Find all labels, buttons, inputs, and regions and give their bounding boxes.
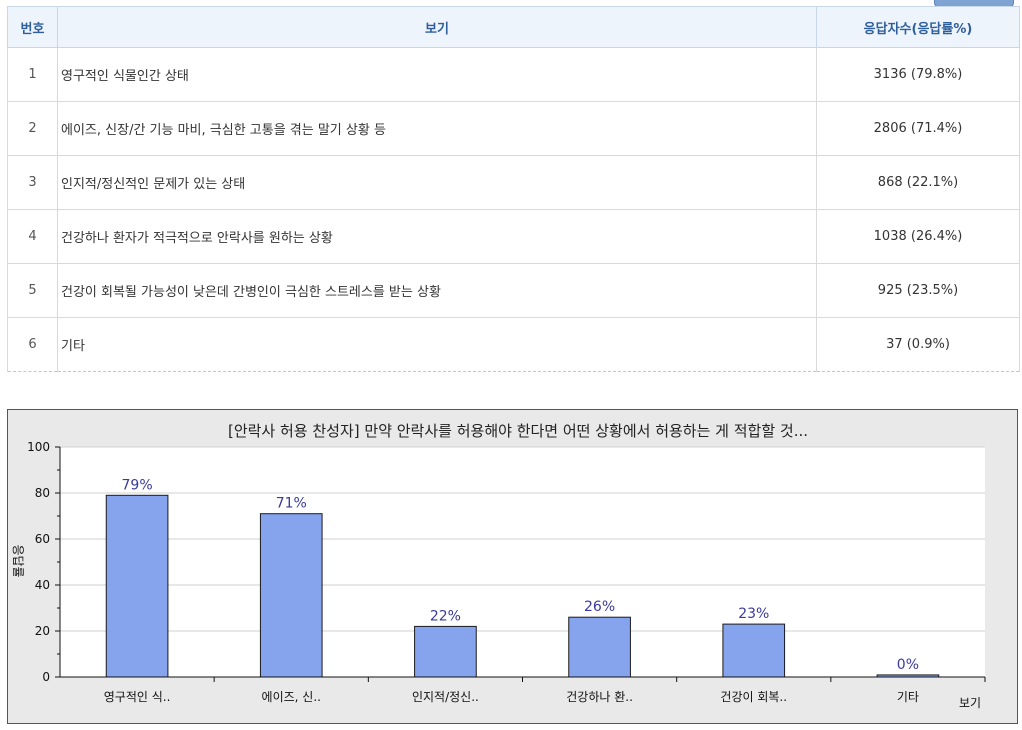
- row-num: 6: [7, 317, 58, 372]
- x-category-label: 건강이 회복..: [720, 690, 787, 704]
- plot-area: [60, 447, 985, 677]
- row-option: 영구적인 식물인간 상태: [57, 47, 817, 102]
- x-category-label: 기타: [897, 690, 919, 704]
- data-label: 22%: [430, 608, 461, 624]
- row-num: 1: [7, 47, 58, 102]
- x-category-label: 건강하나 환..: [566, 690, 633, 704]
- y-tick-label: 20: [35, 624, 50, 638]
- row-option: 기타: [57, 317, 817, 372]
- data-label: 23%: [738, 606, 769, 622]
- data-label: 26%: [584, 599, 615, 615]
- results-table: 번호 보기 응답자수(응답률%) 1 영구적인 식물인간 상태 3136 (79…: [7, 6, 1020, 372]
- data-label: 79%: [122, 477, 153, 493]
- bar: [568, 616, 631, 678]
- row-option: 에이즈, 신장/간 기능 마비, 극심한 고통을 겪는 말기 상황 등: [57, 101, 817, 156]
- header-count: 응답자수(응답률%): [816, 6, 1020, 48]
- row-count: 868 (22.1%): [816, 155, 1020, 210]
- row-count: 925 (23.5%): [816, 263, 1020, 318]
- bar: [722, 623, 786, 678]
- bars: [105, 494, 940, 678]
- row-count: 3136 (79.8%): [816, 47, 1020, 102]
- row-num: 4: [7, 209, 58, 264]
- y-tick-label: 100: [27, 440, 50, 454]
- data-label: 71%: [276, 496, 307, 512]
- grid-lines: [60, 446, 985, 632]
- y-tick-label: 80: [35, 486, 50, 500]
- x-axis-title: 보기: [959, 696, 981, 710]
- bar-chart: [안락사 허용 찬성자] 만약 안락사를 허용해야 한다면 어떤 상황에서 허용…: [11, 422, 986, 710]
- table-header-row: 번호 보기 응답자수(응답률%): [7, 6, 1020, 48]
- chart-title: [안락사 허용 찬성자] 만약 안락사를 허용해야 한다면 어떤 상황에서 허용…: [228, 422, 808, 440]
- row-num: 2: [7, 101, 58, 156]
- y-tick-label: 40: [35, 578, 50, 592]
- table-row: 1 영구적인 식물인간 상태 3136 (79.8%): [7, 47, 1020, 102]
- row-count: 37 (0.9%): [816, 317, 1020, 372]
- table-row: 4 건강하나 환자가 적극적으로 안락사를 원하는 상황 1038 (26.4%…: [7, 209, 1020, 264]
- y-axis-title: 응답률: [11, 544, 25, 577]
- header-num: 번호: [7, 6, 58, 48]
- bar: [414, 625, 477, 678]
- data-label: 0%: [897, 657, 919, 673]
- row-count: 1038 (26.4%): [816, 209, 1020, 264]
- row-num: 5: [7, 263, 58, 318]
- labels: 0 20 40 60 80 100 79% 영구적인 식.. 71% 에이즈, 신.. 22% 인지적…: [27, 440, 919, 704]
- row-option: 건강하나 환자가 적극적으로 안락사를 원하는 상황: [57, 209, 817, 264]
- table-row: 5 건강이 회복될 가능성이 낮은데 간병인이 극심한 스트레스를 받는 상황 …: [7, 263, 1020, 318]
- row-num: 3: [7, 155, 58, 210]
- row-option: 건강이 회복될 가능성이 낮은데 간병인이 극심한 스트레스를 받는 상황: [57, 263, 817, 318]
- x-category-label: 인지적/정신..: [412, 690, 479, 704]
- table-row: 6 기타 37 (0.9%): [7, 317, 1020, 372]
- y-tick-label: 60: [35, 532, 50, 546]
- axes: [55, 446, 986, 682]
- bar: [105, 494, 169, 678]
- x-category-label: 에이즈, 신..: [262, 690, 321, 704]
- row-count: 2806 (71.4%): [816, 101, 1020, 156]
- header-option: 보기: [57, 6, 817, 48]
- y-tick-label: 0: [42, 670, 50, 684]
- row-option: 인지적/정신적인 문제가 있는 상태: [57, 155, 817, 210]
- x-category-label: 영구적인 식..: [104, 690, 171, 704]
- table-row: 2 에이즈, 신장/간 기능 마비, 극심한 고통을 겪는 말기 상황 등 28…: [7, 101, 1020, 156]
- bar-chart-panel: [안락사 허용 찬성자] 만약 안락사를 허용해야 한다면 어떤 상황에서 허용…: [7, 409, 1018, 724]
- table-row: 3 인지적/정신적인 문제가 있는 상태 868 (22.1%): [7, 155, 1020, 210]
- bar: [259, 513, 323, 678]
